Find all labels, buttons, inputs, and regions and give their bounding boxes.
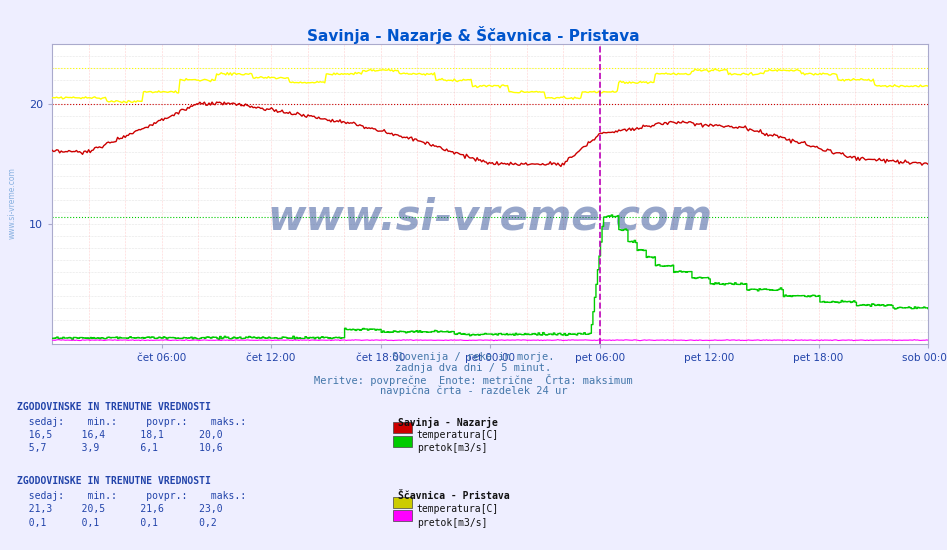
Text: www.si-vreme.com: www.si-vreme.com: [268, 197, 712, 239]
Text: sedaj:    min.:     povpr.:    maks.:: sedaj: min.: povpr.: maks.:: [17, 491, 246, 501]
Text: zadnja dva dni / 5 minut.: zadnja dva dni / 5 minut.: [396, 363, 551, 373]
Text: Savinja - Nazarje: Savinja - Nazarje: [398, 417, 497, 428]
Text: temperatura[C]: temperatura[C]: [417, 430, 499, 440]
Text: Slovenija / reke in morje.: Slovenija / reke in morje.: [392, 352, 555, 362]
Text: Ščavnica - Pristava: Ščavnica - Pristava: [398, 491, 509, 501]
Text: www.si-vreme.com: www.si-vreme.com: [8, 168, 17, 239]
Text: 0,1      0,1       0,1       0,2: 0,1 0,1 0,1 0,2: [17, 518, 235, 527]
Text: 5,7      3,9       6,1       10,6: 5,7 3,9 6,1 10,6: [17, 443, 235, 453]
Text: temperatura[C]: temperatura[C]: [417, 504, 499, 514]
Text: pretok[m3/s]: pretok[m3/s]: [417, 443, 487, 453]
Text: ZGODOVINSKE IN TRENUTNE VREDNOSTI: ZGODOVINSKE IN TRENUTNE VREDNOSTI: [17, 476, 211, 486]
Text: 21,3     20,5      21,6      23,0: 21,3 20,5 21,6 23,0: [17, 504, 235, 514]
Text: sedaj:    min.:     povpr.:    maks.:: sedaj: min.: povpr.: maks.:: [17, 417, 246, 427]
Text: pretok[m3/s]: pretok[m3/s]: [417, 518, 487, 527]
Text: navpična črta - razdelek 24 ur: navpična črta - razdelek 24 ur: [380, 385, 567, 395]
Text: Meritve: povprečne  Enote: metrične  Črta: maksimum: Meritve: povprečne Enote: metrične Črta:…: [314, 374, 633, 386]
Text: ZGODOVINSKE IN TRENUTNE VREDNOSTI: ZGODOVINSKE IN TRENUTNE VREDNOSTI: [17, 402, 211, 411]
Text: Savinja - Nazarje & Ščavnica - Pristava: Savinja - Nazarje & Ščavnica - Pristava: [307, 26, 640, 45]
Text: 16,5     16,4      18,1      20,0: 16,5 16,4 18,1 20,0: [17, 430, 235, 440]
